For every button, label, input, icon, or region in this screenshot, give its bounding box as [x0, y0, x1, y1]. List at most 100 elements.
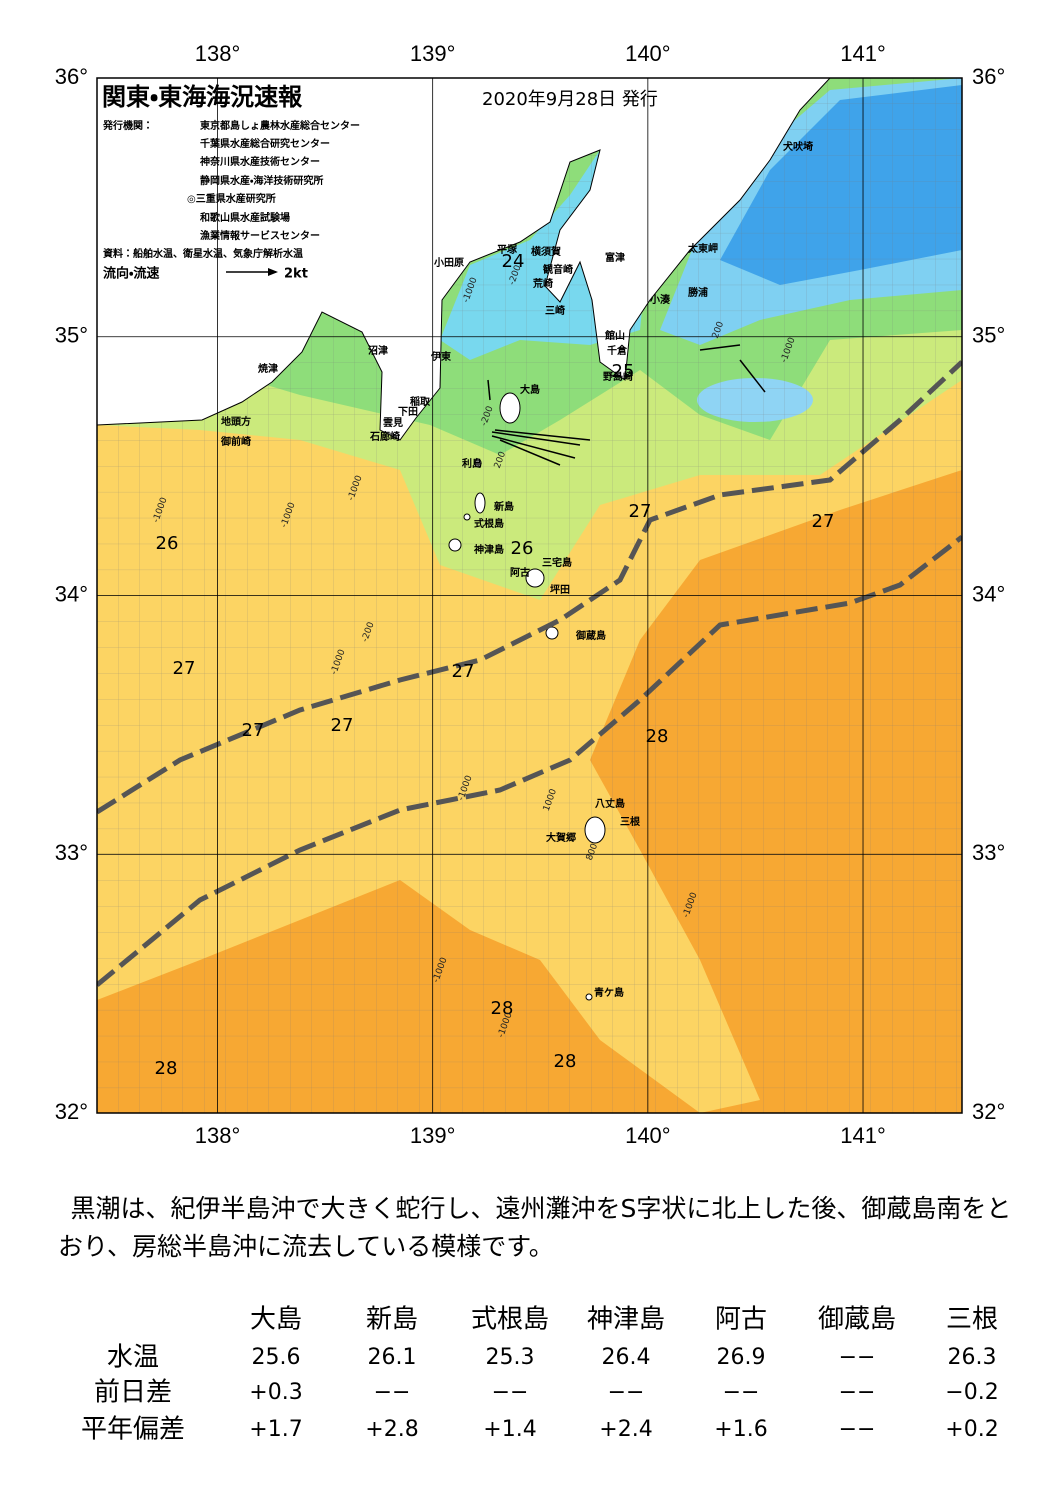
place-name: 伊東: [430, 350, 451, 363]
column-header: 神津島: [587, 1305, 665, 1335]
issuer: ◎三重県水産研究所: [187, 192, 276, 205]
issuer: 千葉県水産総合研究センター: [200, 137, 330, 150]
place-name: 大賀郷: [546, 831, 576, 844]
place-name: 八丈島: [595, 797, 625, 810]
place-name: 石廊崎: [369, 430, 400, 443]
lat-label-right: 35°: [972, 323, 1005, 348]
place-name: 焼津: [258, 362, 278, 375]
column-header: 御蔵島: [818, 1305, 896, 1335]
isotherm-label: 27: [452, 661, 475, 682]
isotherm-label: 27: [242, 720, 265, 741]
lat-label-left: 34°: [55, 581, 88, 606]
lat-label-left: 33°: [55, 840, 88, 865]
place-name: 三崎: [545, 304, 565, 317]
lon-label-bottom: 138°: [195, 1123, 241, 1148]
isotherm-label: 24: [502, 251, 525, 272]
row-header: 水温: [107, 1343, 159, 1373]
lat-label-left: 32°: [55, 1099, 88, 1124]
cell: −0.2: [945, 1380, 998, 1405]
cell: +1.7: [249, 1417, 302, 1442]
flow-label: 流向・流速: [103, 266, 159, 282]
issuer: 静岡県水産・海洋技術研究所: [200, 174, 323, 187]
isotherm-label: 27: [629, 501, 652, 522]
cell: 25.3: [486, 1345, 535, 1370]
cell: 25.6: [252, 1345, 301, 1370]
place-name: 御前崎: [220, 435, 251, 448]
row-header: 平年偏差: [81, 1415, 185, 1445]
column-header: 阿古: [715, 1305, 767, 1335]
place-name: 大島: [520, 383, 540, 396]
place-name: 館山: [604, 329, 625, 342]
row-header: 前日差: [94, 1378, 172, 1408]
isotherm-label: 27: [812, 511, 835, 532]
place-name: 下田: [398, 406, 418, 418]
cell: +0.2: [945, 1417, 998, 1442]
issuer: 神奈川県水産技術センター: [199, 155, 320, 168]
place-name: 沼津: [368, 344, 388, 357]
isotherm-label: 28: [155, 1058, 178, 1079]
cell: 26.1: [368, 1345, 417, 1370]
flow-arrows: [487, 344, 766, 466]
cell: −−: [492, 1380, 529, 1405]
isotherm-label: 27: [331, 715, 354, 736]
place-name: 富津: [605, 251, 625, 264]
place-name: 小田原: [433, 256, 464, 269]
lat-label-right: 33°: [972, 840, 1005, 865]
cell: −−: [374, 1380, 411, 1405]
place-name: 式根島: [474, 517, 504, 530]
lon-label-bottom: 139°: [410, 1123, 456, 1148]
cell: −−: [839, 1380, 876, 1405]
cell: +2.4: [599, 1417, 652, 1442]
place-name: 阿古: [510, 566, 530, 579]
flow-scale-arrowhead: [268, 268, 278, 276]
column-header: 式根島: [471, 1305, 549, 1335]
column-header: 大島: [250, 1305, 302, 1335]
issuer: 東京都島しょ農林水産総合センター: [200, 119, 360, 132]
place-name: 千倉: [607, 344, 628, 357]
place-name: 青ケ島: [594, 986, 624, 999]
cell: 26.3: [948, 1345, 997, 1370]
map: 関東・東海海況速報 2020年9月28日 発行 発行機関： 資料：船舶水温、衛星…: [55, 41, 1006, 1148]
issuer-label: 発行機関：: [102, 119, 153, 132]
cell: −−: [608, 1380, 645, 1405]
place-name: 荒崎: [532, 277, 553, 290]
cell: +2.8: [365, 1417, 418, 1442]
lat-label-right: 32°: [972, 1099, 1005, 1124]
place-name: 雲見: [383, 417, 403, 429]
lon-label-top: 139°: [410, 41, 456, 66]
lon-label-bottom: 140°: [625, 1123, 671, 1148]
issue-date: 2020年9月28日 発行: [482, 89, 658, 110]
place-name: 利島: [462, 457, 482, 470]
column-header: 三根: [946, 1305, 998, 1335]
lon-label-top: 141°: [840, 41, 886, 66]
place-name: 野島崎: [603, 370, 633, 383]
place-name: 新島: [493, 500, 514, 513]
cell: +1.6: [714, 1417, 767, 1442]
place-name: 坪田: [550, 583, 570, 596]
cell: 26.9: [717, 1345, 766, 1370]
place-name: 観音崎: [543, 263, 573, 276]
cell: 26.4: [602, 1345, 651, 1370]
kuroshio-axis: [97, 360, 962, 987]
title: 関東・東海海況速報: [102, 83, 303, 111]
place-name: 横須賀: [531, 245, 561, 258]
cell: −−: [839, 1417, 876, 1442]
lat-label-right: 34°: [972, 581, 1005, 606]
cell: +0.3: [249, 1380, 302, 1405]
lat-label-right: 36°: [972, 64, 1005, 89]
summary: 黒潮は、紀伊半島沖で大きく蛇行し、遠州灘沖をS字状に北上した後、御蔵島南をとおり…: [58, 1194, 1012, 1261]
place-name: 犬吠埼: [783, 140, 813, 153]
place-name: 小湊: [649, 293, 671, 306]
column-header: 新島: [366, 1305, 418, 1335]
lon-label-bottom: 141°: [840, 1123, 886, 1148]
place-name: 太東岬: [687, 242, 718, 255]
cell: −−: [839, 1345, 876, 1370]
lon-label-top: 138°: [195, 41, 241, 66]
isotherm-label: 28: [554, 1051, 577, 1072]
isotherm-label: 26: [156, 533, 179, 554]
isotherm-label: 27: [173, 658, 196, 679]
place-name: 勝浦: [688, 286, 708, 299]
isotherm-label: 26: [511, 538, 534, 559]
lat-label-left: 35°: [55, 323, 88, 348]
